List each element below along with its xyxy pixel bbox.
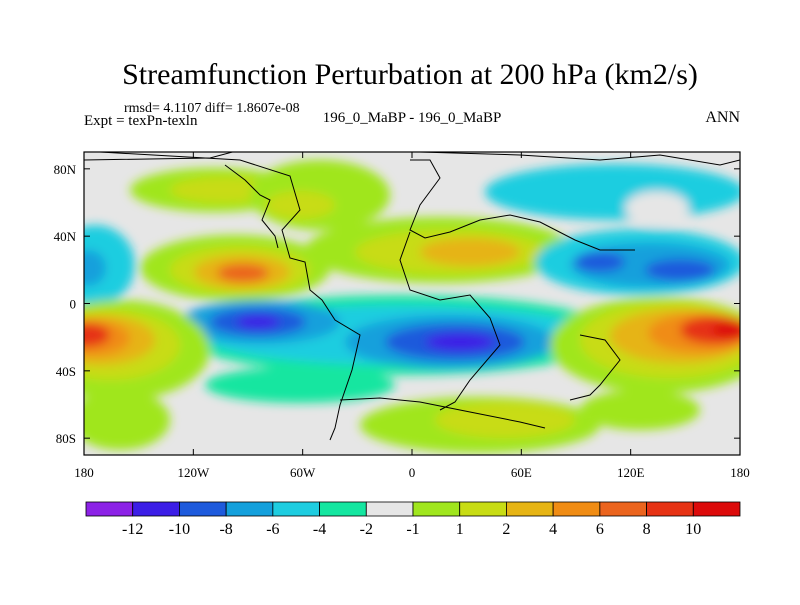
y-tick-label: 40S bbox=[56, 364, 76, 379]
colorbar-label: -8 bbox=[219, 521, 232, 538]
coastline-antarctica bbox=[339, 397, 546, 429]
coastline-australia bbox=[569, 334, 621, 401]
center-header: 196_0_MaBP - 196_0_MaBP bbox=[323, 110, 502, 126]
colorbar-swatch bbox=[132, 501, 180, 517]
x-tick-label: 0 bbox=[409, 465, 416, 480]
field-patch bbox=[435, 402, 575, 438]
colorbar-label: 4 bbox=[549, 521, 557, 538]
field-patch bbox=[712, 322, 740, 338]
x-tick-label: 120W bbox=[177, 465, 210, 480]
field-patch bbox=[84, 323, 110, 347]
colorbar-label: -2 bbox=[360, 521, 373, 538]
field-patch bbox=[265, 191, 335, 219]
field-patch bbox=[84, 225, 135, 305]
colorbar-label: -6 bbox=[266, 521, 279, 538]
colorbar-swatch bbox=[365, 501, 414, 517]
field-patch bbox=[84, 250, 106, 286]
x-tick-label: 60E bbox=[511, 465, 532, 480]
coastline-north-america bbox=[224, 164, 279, 249]
colorbar-label: 10 bbox=[685, 521, 701, 538]
coastline-africa bbox=[399, 231, 501, 411]
field-patch bbox=[580, 390, 700, 430]
field-patch bbox=[425, 333, 495, 351]
field-patch bbox=[84, 390, 170, 450]
field-patch bbox=[625, 191, 689, 225]
coastlines bbox=[84, 152, 740, 441]
colorbar-swatch bbox=[319, 501, 367, 517]
field-patch bbox=[575, 252, 625, 272]
colorbar-swatch bbox=[272, 501, 320, 517]
colorbar-label: -10 bbox=[169, 521, 190, 538]
y-tick-label: 40N bbox=[54, 229, 77, 244]
colorbar: -12 -10 -8 -6 -4 -2 -1 1 2 4 6 8 10 bbox=[85, 501, 741, 538]
colorbar-swatch bbox=[459, 501, 507, 517]
field-patch bbox=[236, 315, 280, 329]
axis-ticks: 180 120W 60W 0 60E 120E 180 80N 40N 0 40S 80S bbox=[54, 152, 750, 480]
colorbar-swatch bbox=[646, 501, 694, 517]
colorbar-swatch bbox=[412, 501, 461, 517]
field-patch bbox=[420, 238, 520, 266]
colorbar-swatch bbox=[179, 501, 227, 517]
contour-field bbox=[84, 160, 740, 453]
field-patch bbox=[217, 264, 269, 282]
colorbar-label: -12 bbox=[122, 521, 143, 538]
colorbar-swatch bbox=[225, 501, 274, 517]
colorbar-label: 2 bbox=[502, 521, 510, 538]
x-tick-label: 60W bbox=[290, 465, 316, 480]
x-tick-label: 180 bbox=[730, 465, 750, 480]
field-patch bbox=[485, 164, 740, 220]
field-patch bbox=[645, 259, 715, 281]
colorbar-swatch bbox=[599, 501, 647, 517]
colorbar-label: -1 bbox=[406, 521, 419, 538]
map-panel: 180 120W 60W 0 60E 120E 180 80N 40N 0 40S 80S bbox=[54, 151, 750, 480]
colorbar-swatch bbox=[85, 501, 134, 517]
y-tick-label: 0 bbox=[70, 297, 77, 312]
coastline-asia-north bbox=[419, 152, 740, 166]
colorbar-swatch bbox=[552, 501, 601, 517]
y-tick-label: 80N bbox=[54, 162, 77, 177]
chart-title: Streamfunction Perturbation at 200 hPa (… bbox=[122, 58, 698, 91]
y-tick-label: 80S bbox=[56, 431, 76, 446]
coastline-americas bbox=[99, 152, 361, 441]
colorbar-swatch bbox=[692, 501, 741, 517]
colorbar-swatch bbox=[506, 501, 554, 517]
coastline-eurasia bbox=[409, 159, 635, 251]
colorbar-label: 8 bbox=[643, 521, 651, 538]
right-header: ANN bbox=[705, 109, 740, 126]
field-patch bbox=[205, 367, 395, 403]
x-tick-label: 120E bbox=[617, 465, 645, 480]
left-header: rmsd= 4.1107 diff= 1.8607e-08 bbox=[124, 101, 300, 116]
colorbar-label: 1 bbox=[456, 521, 464, 538]
coastline-arctic bbox=[84, 152, 235, 161]
x-tick-label: 180 bbox=[74, 465, 94, 480]
colorbar-label: -4 bbox=[313, 521, 326, 538]
left-subheader: Expt = texPn-texln bbox=[84, 113, 198, 129]
colorbar-label: 6 bbox=[596, 521, 604, 538]
